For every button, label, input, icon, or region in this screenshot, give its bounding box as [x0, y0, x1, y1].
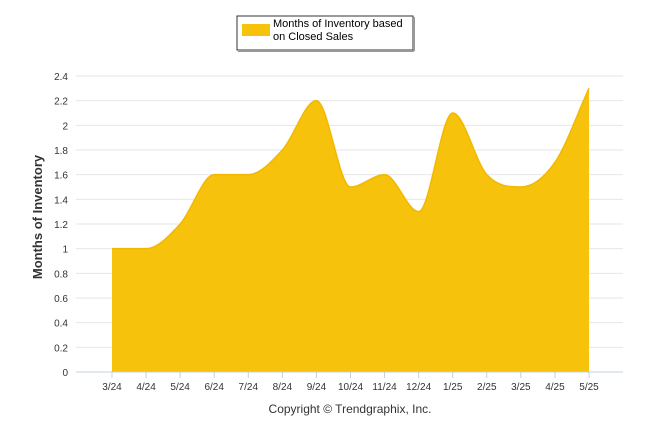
legend-label-line-1: Months of Inventory based	[273, 18, 403, 30]
y-tick-label-7: 1.4	[54, 195, 68, 206]
x-tick-label-9: 12/24	[406, 382, 431, 393]
data-point-7/24[interactable]	[245, 172, 251, 178]
x-tick-label-10: 1/25	[443, 382, 463, 393]
y-tick-label-2: 0.4	[54, 319, 68, 330]
y-tick-label-4: 0.8	[54, 269, 68, 280]
data-point-5/24[interactable]	[177, 221, 183, 227]
x-tick-label-1: 4/24	[136, 382, 156, 393]
data-point-6/24[interactable]	[211, 172, 217, 178]
series-line	[112, 88, 590, 250]
y-tick-label-12: 2.4	[54, 72, 68, 83]
data-point-3/25[interactable]	[518, 184, 524, 190]
legend-label-line-2: on Closed Sales	[273, 31, 354, 43]
y-axis-title: Months of Inventory	[30, 154, 45, 279]
x-tick-label-5: 8/24	[273, 382, 293, 393]
data-point-3/24[interactable]	[109, 246, 115, 252]
data-point-1/25[interactable]	[450, 110, 456, 116]
data-point-8/24[interactable]	[279, 147, 285, 153]
data-point-11/24[interactable]	[382, 172, 388, 178]
legend[interactable]: Months of Inventory based on Closed Sale…	[236, 15, 415, 52]
x-tick-label-14: 5/25	[579, 382, 599, 393]
x-tick-label-8: 11/24	[372, 382, 397, 393]
x-tick-label-0: 3/24	[102, 382, 122, 393]
data-point-12/24[interactable]	[416, 209, 422, 215]
y-tick-label-11: 2.2	[54, 97, 68, 108]
x-tick-label-3: 6/24	[204, 382, 224, 393]
x-tick-label-4: 7/24	[239, 382, 259, 393]
y-tick-label-0: 0	[62, 368, 68, 379]
y-tick-label-9: 1.8	[54, 146, 68, 157]
y-tick-label-5: 1	[62, 245, 68, 256]
x-tick-label-6: 9/24	[307, 382, 327, 393]
x-tick-label-12: 3/25	[511, 382, 531, 393]
series-area	[112, 88, 589, 372]
y-tick-label-10: 2	[62, 121, 68, 132]
x-tick-label-11: 2/25	[477, 382, 497, 393]
legend-swatch	[242, 24, 270, 36]
data-point-4/25[interactable]	[552, 159, 558, 165]
y-tick-label-6: 1.2	[54, 220, 68, 231]
x-axis-ticks: 3/24 4/24 5/24 6/24 7/24 8/24 9/24 10/24 11/24 12…	[102, 372, 599, 393]
y-tick-label-8: 1.6	[54, 171, 68, 182]
data-point-5/25[interactable]	[586, 85, 592, 91]
data-point-10/24[interactable]	[348, 184, 354, 190]
y-tick-label-1: 0.2	[54, 343, 68, 354]
data-point-9/24[interactable]	[313, 98, 319, 104]
x-tick-label-7: 10/24	[338, 382, 363, 393]
y-tick-label-3: 0.6	[54, 294, 68, 305]
data-point-4/24[interactable]	[143, 246, 149, 252]
x-tick-label-2: 5/24	[170, 382, 190, 393]
y-axis-ticks: 0 0.2 0.4 0.6 0.8 1 1.2 1.4 1.6 1.8 2 2.2 2.4	[54, 72, 68, 379]
x-tick-label-13: 4/25	[545, 382, 565, 393]
data-point-2/25[interactable]	[484, 172, 490, 178]
copyright-footer: Copyright © Trendgraphix, Inc.	[269, 402, 432, 416]
